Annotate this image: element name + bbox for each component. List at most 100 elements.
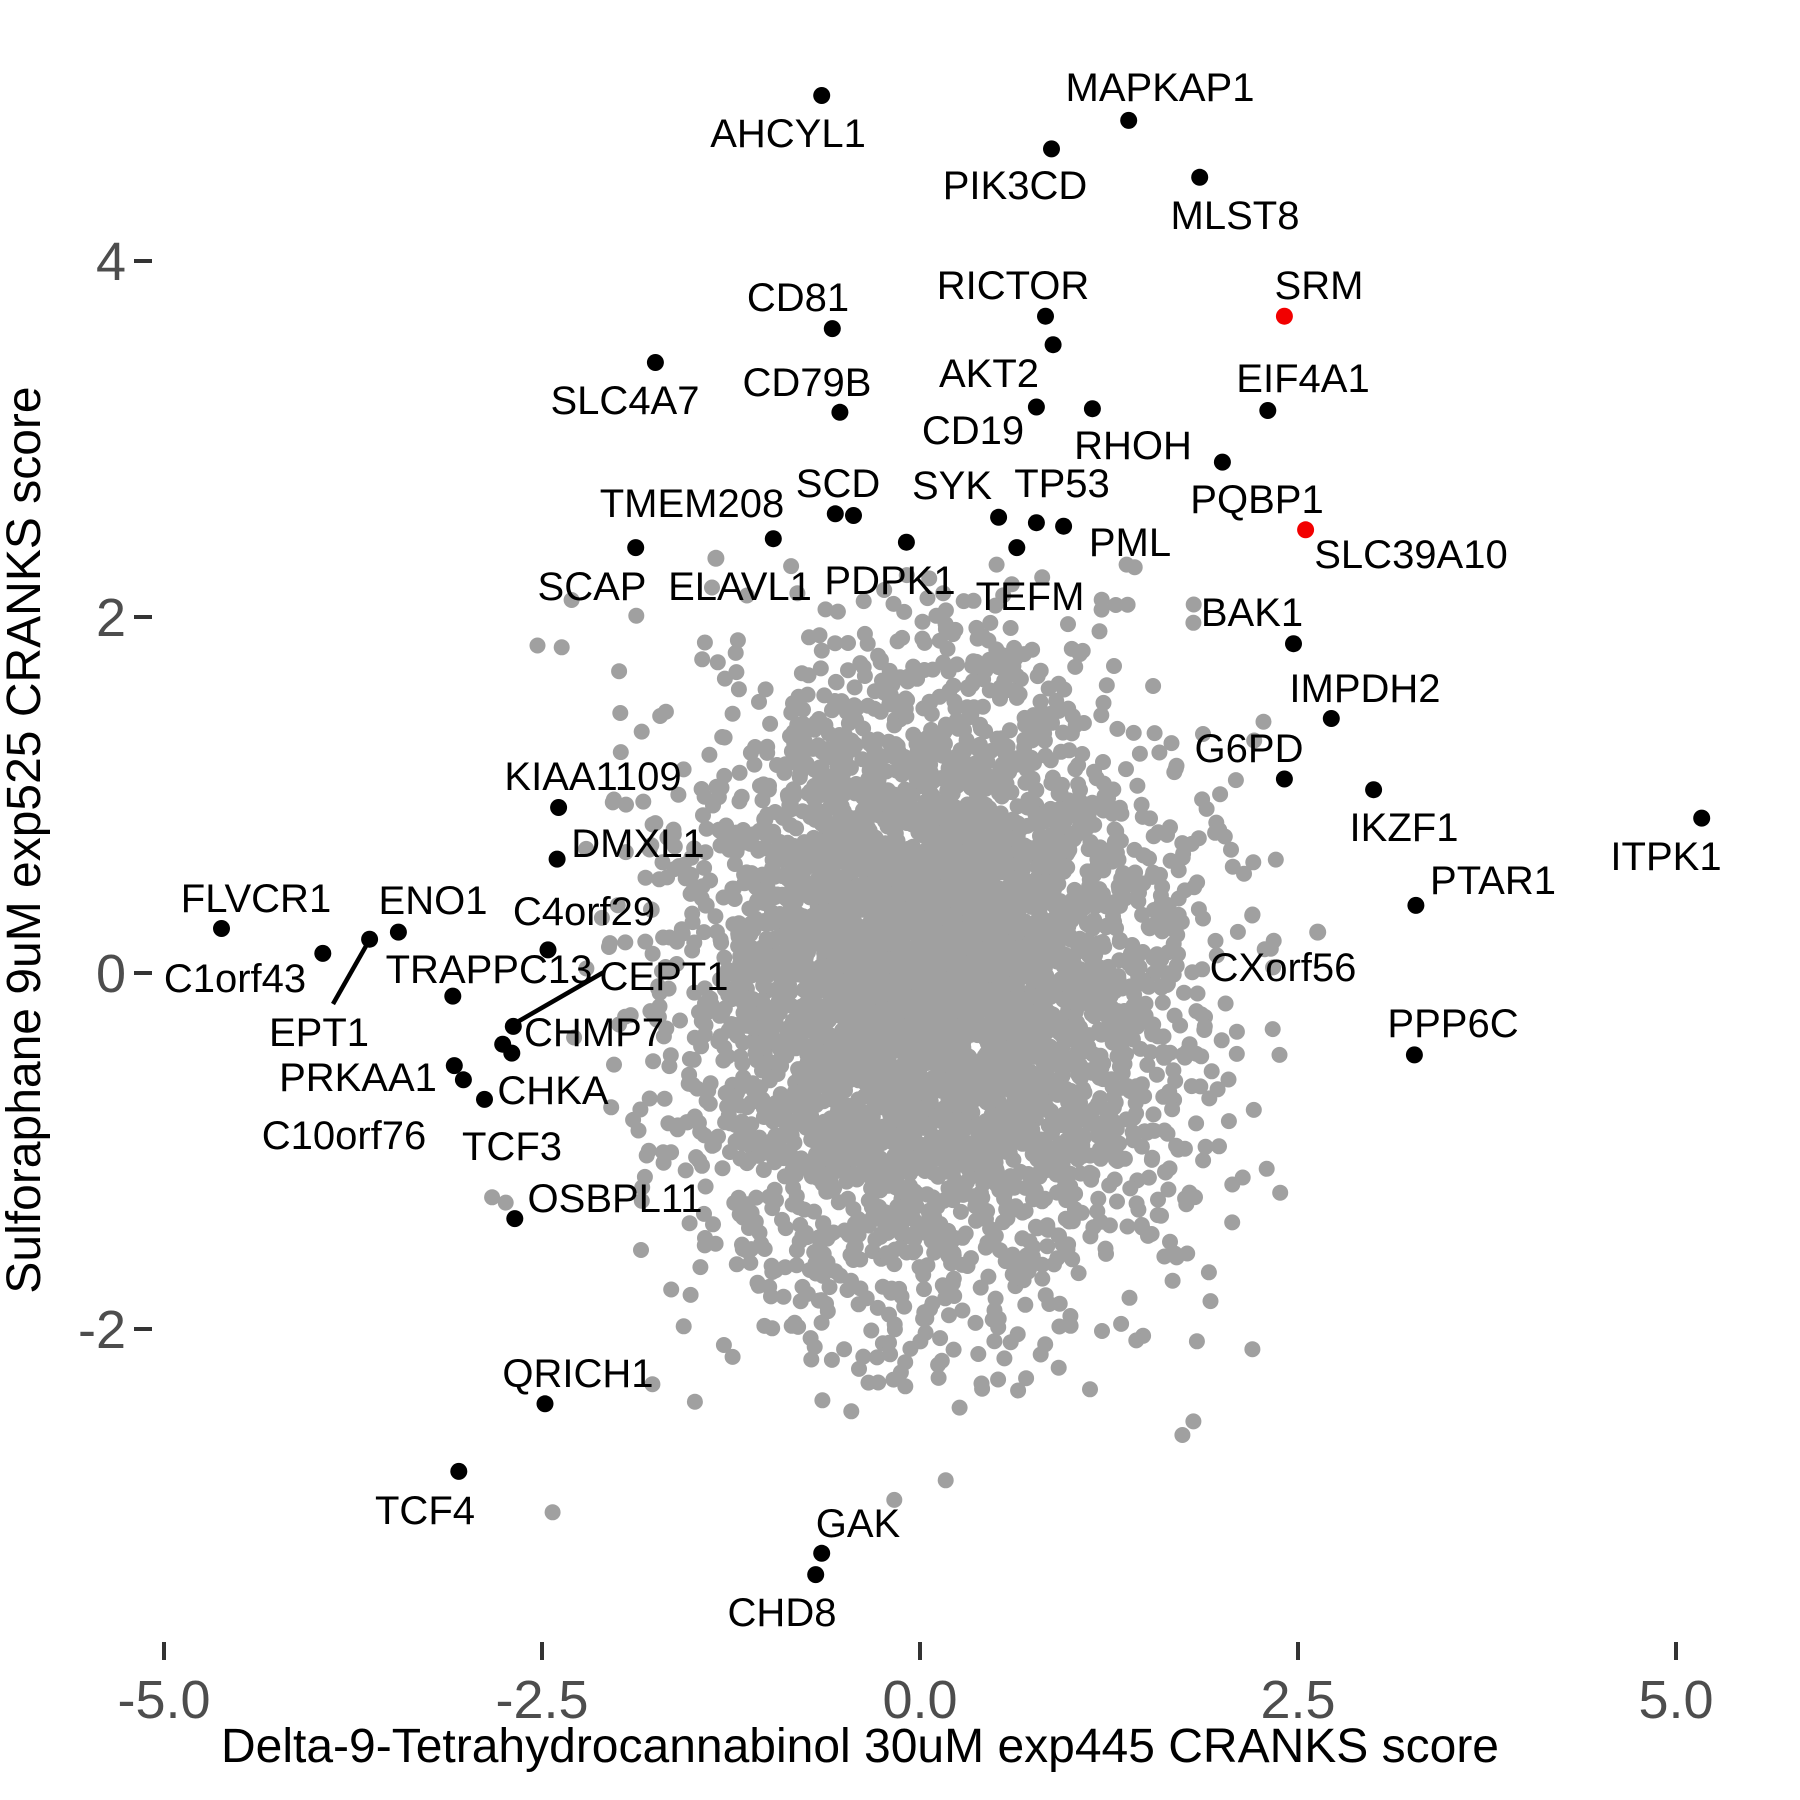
cloud-point [1050,675,1067,692]
cloud-point [785,695,801,712]
cloud-point [1017,717,1034,733]
cloud-point [842,1170,859,1187]
cloud-point [769,948,786,965]
cloud-point [698,1092,715,1109]
cloud-point [702,872,719,889]
cloud-point [794,998,811,1014]
cloud-point [987,1227,1004,1244]
gene-point [506,1210,524,1228]
cloud-point [606,1056,622,1073]
cloud-point [874,1044,891,1061]
cloud-point [998,975,1015,992]
cloud-point [830,784,846,801]
x-tick-label: 5.0 [1638,1670,1713,1730]
cloud-point [654,854,671,871]
cloud-point [633,1242,649,1258]
cloud-point [1124,876,1141,893]
cloud-point [1048,1160,1064,1177]
cloud-point [906,1225,923,1242]
cloud-point [1067,658,1084,675]
cloud-point [544,1504,561,1521]
cloud-point [833,693,850,710]
cloud-point [1195,910,1211,927]
cloud-point [696,859,713,876]
cloud-point [841,1226,857,1243]
label-leader-lines [331,944,606,1023]
cloud-point [891,1080,908,1097]
gene-point [1275,307,1293,325]
cloud-point [1145,1106,1162,1123]
cloud-point [692,1259,709,1276]
cloud-point [1146,725,1163,742]
cloud-point [916,634,933,651]
cloud-point [750,840,767,857]
cloud-point [869,767,886,784]
leader-line [331,944,368,1006]
cloud-point [843,932,860,949]
cloud-point [1064,708,1081,725]
cloud-point [673,921,690,938]
cloud-point [609,897,626,914]
cloud-point [696,924,712,941]
cloud-point [810,765,827,782]
cloud-point [1166,764,1183,781]
gray-point-cloud [484,556,1289,1521]
y-tick-label: 2 [96,588,126,648]
cloud-point [822,988,839,1005]
cloud-point [1150,1191,1166,1208]
cloud-point [1048,899,1065,916]
cloud-point [892,1239,909,1256]
cloud-point [925,773,942,790]
cloud-point [1265,959,1282,976]
cloud-point [869,1299,886,1316]
gene-point [450,1462,468,1480]
cloud-point [690,1114,707,1131]
cloud-point [1244,1341,1261,1358]
cloud-point [1034,569,1051,586]
cloud-point [980,632,997,649]
cloud-point [755,951,772,968]
cloud-point [752,777,768,794]
cloud-point [960,709,977,726]
cloud-point [758,1144,775,1161]
cloud-point [851,1360,867,1377]
cloud-point [1025,917,1042,934]
gene-label: ENO1 [379,879,488,923]
cloud-point [795,981,812,998]
cloud-point [735,822,752,838]
cloud-point [984,874,1001,891]
cloud-point [820,814,837,831]
gene-label: CHD8 [728,1591,837,1635]
gene-label: PDPK1 [824,559,955,603]
cloud-point [987,597,1004,614]
cloud-point [861,1167,878,1184]
cloud-point [1049,1184,1066,1201]
gene-point [444,987,462,1005]
gene-label: IKZF1 [1350,806,1459,850]
cloud-point [918,949,935,966]
cloud-point [1076,1107,1092,1124]
cloud-point [970,1346,987,1362]
cloud-point [919,590,936,607]
cloud-point [1101,1177,1118,1194]
cloud-point [949,882,966,899]
cloud-point [1193,1048,1210,1065]
cloud-point [732,1130,749,1147]
gene-label: AHCYL1 [710,112,866,156]
cloud-point [828,674,845,691]
cloud-point [908,1049,925,1066]
cloud-point [1072,782,1088,798]
x-tick-label: 2.5 [1260,1670,1335,1730]
cloud-point [1109,1193,1125,1210]
cloud-point [1134,944,1151,960]
cloud-point [1208,947,1225,964]
cloud-point [958,824,975,841]
cloud-point [858,1290,875,1307]
cloud-point [1003,576,1020,593]
gene-label: KIAA1109 [504,755,681,799]
cloud-point [962,1156,979,1173]
cloud-point [1122,1083,1138,1099]
cloud-point [729,1027,746,1044]
cloud-point [937,1290,954,1307]
cloud-point [1076,899,1093,916]
